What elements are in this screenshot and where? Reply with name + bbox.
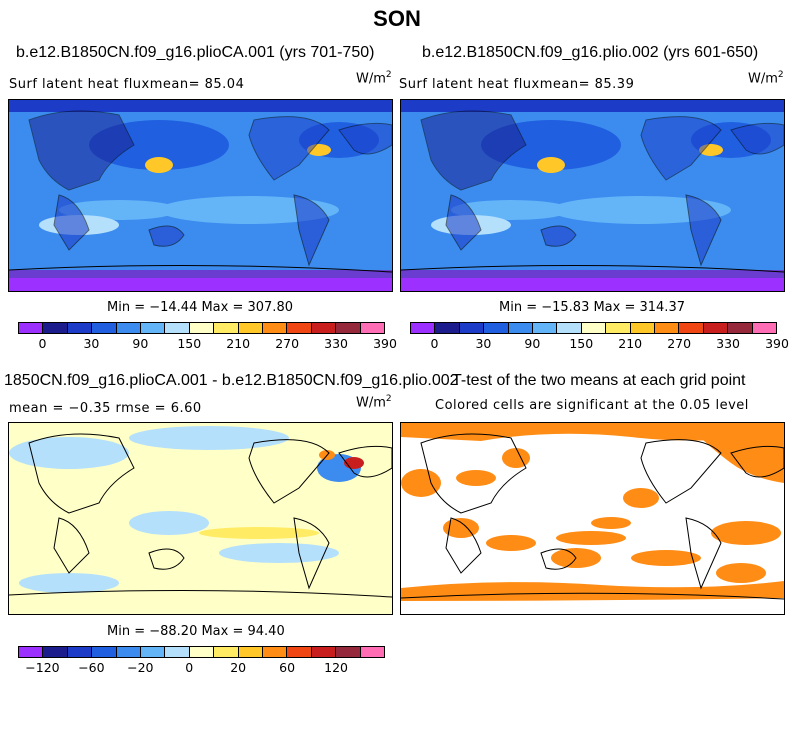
panel1-colorbar-swatch [189,323,215,333]
panel2-units: W/m2 [748,70,784,87]
panel1-colorbar-swatch [238,323,264,333]
panel2-colorbar-tick-label: 90 [524,336,541,351]
panel1-colorbar-swatch [360,323,385,333]
panel3-colorbar-tick-label: 0 [185,660,194,675]
panel1-colorbar-swatch [43,323,68,333]
panel3-colorbar-tick-label: −120 [25,660,60,675]
panel3-colorbar-swatch [116,647,142,657]
panel3-colorbar-swatch [336,647,361,657]
panel3-colorbar-tick-label: 60 [279,660,296,675]
panel1-map [8,99,393,292]
panel2-colorbar [410,322,777,334]
panel1-colorbar-swatch [311,323,337,333]
panel1-minmax: Min = −14.44 Max = 307.80 [107,300,293,315]
panel2-colorbar-tick-label: 150 [569,336,594,351]
panel2-colorbar-swatch [508,323,534,333]
panel2-minmax: Min = −15.83 Max = 314.37 [499,300,685,315]
panel3-colorbar-swatch [141,647,166,657]
panel3-title: 1850CN.f09_g16.plioCA.001 - b.e12.B1850C… [4,372,459,389]
panel3-colorbar-swatch [287,647,312,657]
panel1-colorbar-swatch [116,323,142,333]
panel1-colorbar-tick-label: 0 [38,336,47,351]
panel3-stats: mean = −0.35 rmse = 6.60 [9,401,202,416]
panel1-mean-label: Surf latent heat fluxmean= 85.04 [9,77,245,92]
panel2-colorbar-swatch [459,323,485,333]
panel3-colorbar-swatch [19,647,44,657]
panel3-map-svg [9,423,392,614]
panel2-map [400,99,785,292]
panel2-colorbar-tick-label: 0 [430,336,439,351]
panel2-colorbar-swatch [581,323,607,333]
panel3-map [8,422,393,615]
panel3-colorbar-swatch [92,647,117,657]
panel3-colorbar-swatch [360,647,385,657]
panel4-map-svg [401,423,784,614]
panel3-colorbar-swatch [43,647,68,657]
panel3-colorbar-swatch [165,647,190,657]
panel1-colorbar-tick-label: 390 [373,336,397,351]
panel4-map [400,422,785,615]
panel1-colorbar-tick-label: 150 [177,336,202,351]
panel1-colorbar-tick-label: 270 [275,336,300,351]
panel3-colorbar-tick-label: −60 [78,660,105,675]
panel2-title: b.e12.B1850CN.f09_g16.plio.002 (yrs 601-… [422,44,759,61]
panel2-colorbar-swatch [411,323,436,333]
panel1-title: b.e12.B1850CN.f09_g16.plioCA.001 (yrs 70… [16,44,375,61]
panel3-colorbar [18,646,385,658]
panel1-colorbar-tick-label: 210 [226,336,251,351]
panel2-colorbar-swatch [728,323,753,333]
panel3-minmax: Min = −88.20 Max = 94.40 [107,624,285,639]
panel2-colorbar-swatch [557,323,582,333]
panel1-colorbar-swatch [92,323,117,333]
panel3-colorbar-swatch [214,647,239,657]
panel1-colorbar-tick-label: 30 [83,336,100,351]
panel1-map-svg [9,100,392,291]
panel3-colorbar-swatch [189,647,215,657]
panel1-colorbar-swatch [67,323,93,333]
panel1-colorbar-swatch [263,323,288,333]
panel2-colorbar-swatch [679,323,704,333]
panel2-colorbar-tick-label: 330 [716,336,740,351]
panel3-colorbar-swatch [263,647,288,657]
panel2-colorbar-swatch [435,323,460,333]
panel4-title: T-test of the two means at each grid poi… [452,372,746,389]
panel3-colorbar-tick-label: 20 [230,660,247,675]
panel1-colorbar-swatch [165,323,190,333]
panel2-colorbar-swatch [630,323,656,333]
panel1-colorbar-swatch [19,323,44,333]
panel2-colorbar-tick-label: 270 [667,336,692,351]
panel3-colorbar-swatch [311,647,337,657]
panel1-colorbar-swatch [141,323,166,333]
panel1-colorbar-tick-label: 90 [132,336,149,351]
panel2-colorbar-swatch [606,323,631,333]
panel2-colorbar-swatch [703,323,729,333]
panel3-units: W/m2 [356,394,392,411]
panel1-colorbar [18,322,385,334]
panel3-colorbar-tick-label: 120 [324,660,348,675]
panel2-colorbar-swatch [655,323,680,333]
panel2-colorbar-swatch [484,323,509,333]
figure-title: SON [373,6,421,31]
panel3-colorbar-swatch [238,647,264,657]
panel1-colorbar-swatch [336,323,361,333]
panel1-units: W/m2 [356,70,392,87]
panel2-colorbar-tick-label: 390 [765,336,789,351]
panel3-colorbar-swatch [67,647,93,657]
panel2-mean-label: Surf latent heat fluxmean= 85.39 [399,77,635,92]
panel2-colorbar-tick-label: 30 [475,336,492,351]
panel2-colorbar-swatch [533,323,558,333]
panel2-map-svg [401,100,784,291]
panel2-colorbar-tick-label: 210 [618,336,643,351]
panel3-colorbar-tick-label: −20 [127,660,154,675]
panel1-colorbar-swatch [214,323,239,333]
panel1-colorbar-swatch [287,323,312,333]
panel4-subtitle: Colored cells are significant at the 0.0… [435,398,749,413]
panel2-colorbar-swatch [752,323,777,333]
panel1-colorbar-tick-label: 330 [324,336,348,351]
